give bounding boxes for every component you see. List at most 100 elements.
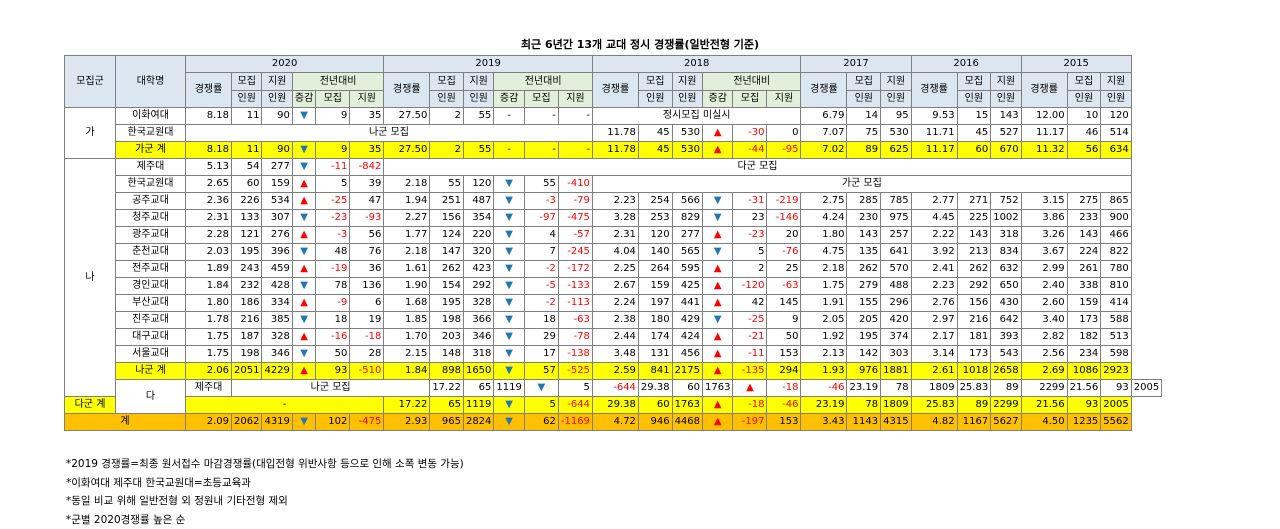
table-cell: 2.15	[384, 346, 430, 363]
table-cell: -	[524, 142, 558, 159]
table-cell: 220	[463, 227, 493, 244]
table-cell: 2.99	[1021, 261, 1067, 278]
footnotes: *2019 경쟁률=최종 원서접수 마감경쟁률(대입전형 위반사항 등으로 인해…	[66, 455, 464, 529]
table-cell: 25	[767, 261, 801, 278]
table-cell: 60	[957, 142, 991, 159]
table-cell: 900	[1101, 210, 1131, 227]
table-cell: ▼	[494, 329, 524, 346]
table-cell: 424	[672, 329, 702, 346]
table-cell: 11.71	[911, 125, 957, 142]
table-cell: ▲	[703, 125, 733, 142]
table-cell: 159	[1067, 295, 1101, 312]
table-cell: 50	[316, 346, 350, 363]
table-cell: ▼	[292, 312, 315, 329]
table-cell: 320	[463, 244, 493, 261]
table-cell: 488	[881, 278, 911, 295]
table-cell: 12.00	[1021, 108, 1067, 125]
table-cell: ▲	[703, 142, 733, 159]
table-cell: -410	[558, 176, 592, 193]
univ-name: 서울교대	[116, 346, 186, 363]
table-cell: 187	[232, 329, 262, 346]
table-cell: 513	[1101, 329, 1131, 346]
table-cell: 93	[316, 363, 350, 380]
table-cell: 56	[350, 227, 384, 244]
table-cell: 466	[1101, 227, 1131, 244]
table-cell: 4319	[262, 414, 292, 431]
table-cell: 6	[350, 295, 384, 312]
table-cell: 5.13	[186, 159, 232, 176]
table-cell: 47	[350, 193, 384, 210]
table-cell: 89	[957, 397, 991, 414]
table-cell: ▲	[703, 227, 733, 244]
table-cell: 143	[957, 227, 991, 244]
table-cell: 2.05	[801, 312, 847, 329]
table-cell: -16	[316, 329, 350, 346]
table-cell: 530	[672, 125, 702, 142]
table-cell: 232	[232, 278, 262, 295]
table-cell: 634	[1101, 142, 1131, 159]
header-apply: 지원	[881, 73, 911, 91]
table-cell: 1.75	[186, 346, 232, 363]
header-year: 2015	[1021, 56, 1131, 73]
header-yoy-apply: 지원	[767, 91, 801, 108]
header-recruit-sub: 인원	[957, 91, 991, 108]
table-cell: 294	[767, 363, 801, 380]
table-cell: 1.93	[801, 363, 847, 380]
table-cell: 2.22	[911, 227, 957, 244]
table-cell: 1.75	[186, 329, 232, 346]
table-cell: 1.91	[801, 295, 847, 312]
table-cell: 429	[672, 312, 702, 329]
table-cell: 136	[350, 278, 384, 295]
table-cell: 279	[847, 278, 881, 295]
table-cell: 975	[881, 210, 911, 227]
table-cell: ▼	[494, 312, 524, 329]
table-cell: ▲	[703, 329, 733, 346]
table-cell: 230	[847, 210, 881, 227]
table-cell: ▲	[703, 414, 733, 431]
table-cell: ▲	[292, 261, 315, 278]
table-cell: ▼	[703, 244, 733, 261]
table-cell: 527	[991, 125, 1021, 142]
table-cell: 1650	[463, 363, 493, 380]
table-cell: 292	[463, 278, 493, 295]
table-cell: 1763	[672, 397, 702, 414]
table-cell: 35	[350, 108, 384, 125]
table-cell: -31	[733, 193, 767, 210]
table-cell: 257	[881, 227, 911, 244]
group-da: 다	[116, 380, 186, 414]
table-cell: 2.18	[801, 261, 847, 278]
table-cell: 2005	[1101, 397, 1131, 414]
header-apply-sub: 인원	[881, 91, 911, 108]
table-cell: ▼	[524, 380, 558, 397]
table-cell: 1.75	[801, 278, 847, 295]
table-cell: 9.53	[911, 108, 957, 125]
table-cell: 1.78	[186, 312, 232, 329]
header-change: 증감	[494, 91, 524, 108]
table-cell: -1169	[558, 414, 592, 431]
table-cell: ▼	[703, 312, 733, 329]
table-cell: 21.56	[1021, 397, 1067, 414]
table-cell: 2062	[232, 414, 262, 431]
table-cell: 23.19	[847, 380, 881, 397]
table-cell: 2.44	[592, 329, 638, 346]
header-apply: 지원	[991, 73, 1021, 91]
table-cell: 841	[638, 363, 672, 380]
merged-cell: 정시모집 미실시	[592, 108, 801, 125]
table-cell: 2923	[1101, 363, 1131, 380]
table-cell: ▲	[292, 329, 315, 346]
table-cell: -133	[558, 278, 592, 295]
table-cell: ▲	[292, 176, 315, 193]
table-cell: 198	[232, 346, 262, 363]
table-cell: 2051	[232, 363, 262, 380]
table-cell: 275	[1067, 193, 1101, 210]
table-cell: 822	[1101, 244, 1131, 261]
table-cell: 95	[881, 108, 911, 125]
table-cell: 1143	[847, 414, 881, 431]
header-rate: 경쟁률	[911, 73, 957, 108]
table-cell: -138	[558, 346, 592, 363]
univ-name: 청주교대	[116, 210, 186, 227]
